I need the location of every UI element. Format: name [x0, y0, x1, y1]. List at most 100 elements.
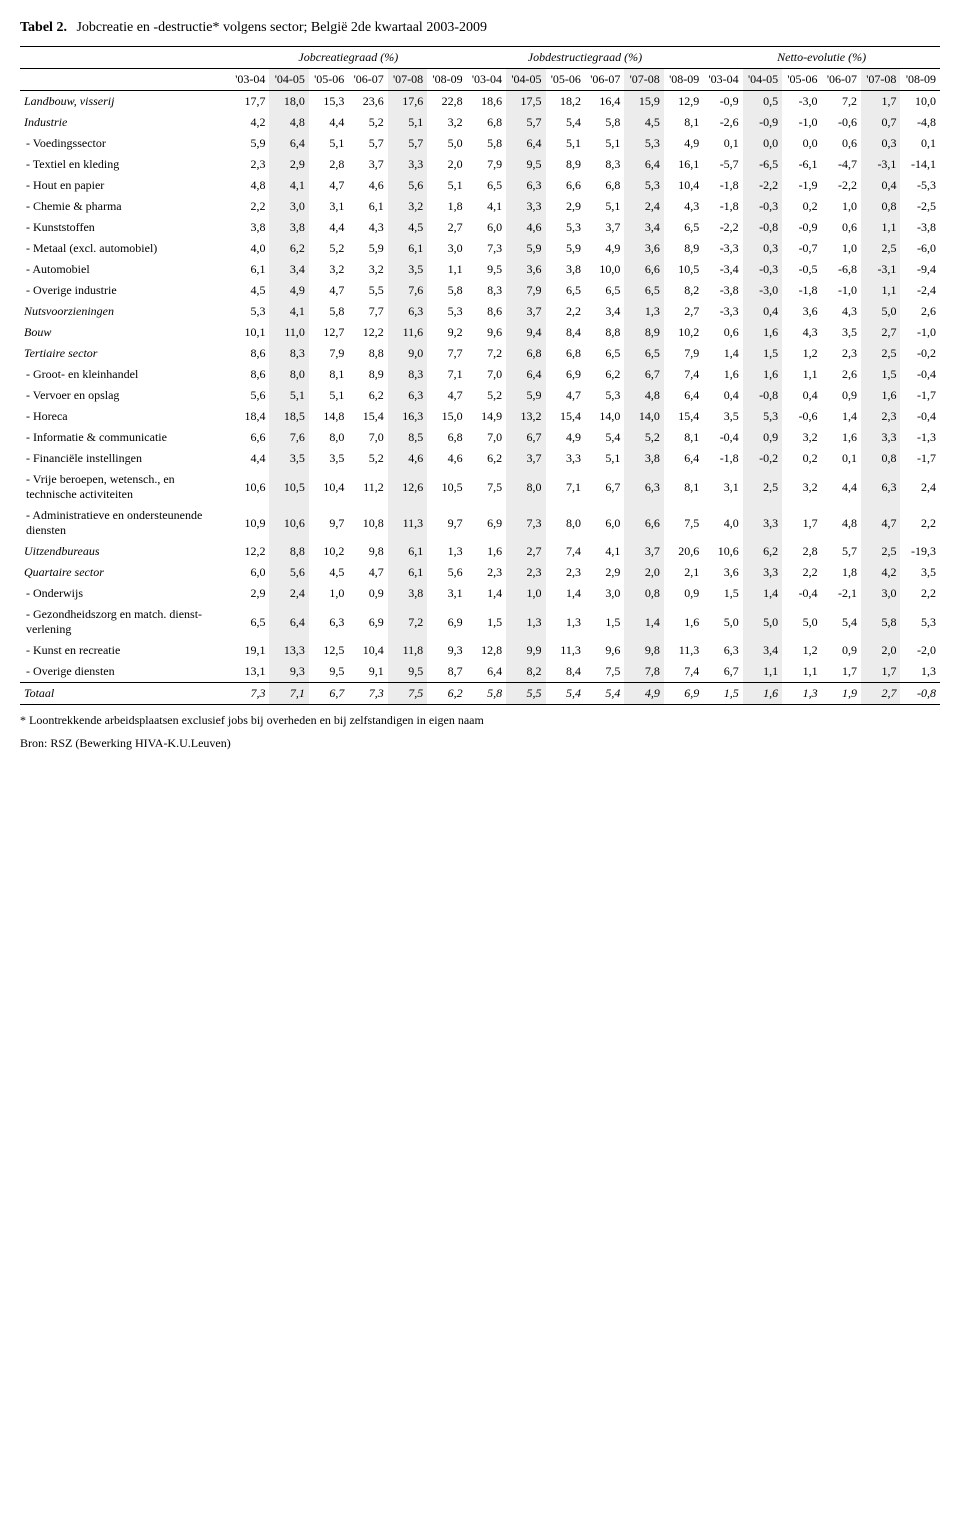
cell: 5,9	[546, 238, 585, 259]
cell: 7,1	[269, 683, 308, 705]
cell: 8,9	[546, 154, 585, 175]
cell: 2,9	[269, 154, 308, 175]
cell: 4,3	[348, 217, 387, 238]
row-label: - Administratieve en ondersteunende dien…	[20, 505, 230, 541]
cell: 9,5	[467, 259, 506, 280]
year-header: '03-04	[230, 69, 269, 91]
cell: 1,6	[822, 427, 861, 448]
cell: 8,6	[230, 343, 269, 364]
cell: 6,7	[585, 469, 624, 505]
cell: 15,3	[309, 91, 348, 113]
cell: 4,3	[664, 196, 703, 217]
cell: 4,9	[585, 238, 624, 259]
cell: -1,8	[703, 175, 742, 196]
cell: 5,6	[388, 175, 427, 196]
row-label: - Voedingssector	[20, 133, 230, 154]
cell: 4,8	[269, 112, 308, 133]
cell: -0,8	[743, 385, 782, 406]
cell: 3,3	[388, 154, 427, 175]
cell: 2,3	[506, 562, 545, 583]
cell: 6,0	[585, 505, 624, 541]
cell: 0,9	[822, 385, 861, 406]
cell: 0,4	[861, 175, 900, 196]
cell: 8,6	[467, 301, 506, 322]
cell: 5,1	[546, 133, 585, 154]
cell: 2,3	[230, 154, 269, 175]
cell: 4,1	[467, 196, 506, 217]
cell: 7,1	[546, 469, 585, 505]
cell: 6,4	[269, 604, 308, 640]
cell: 6,3	[861, 469, 900, 505]
cell: 1,0	[506, 583, 545, 604]
cell: 6,9	[664, 683, 703, 705]
cell: 5,7	[506, 112, 545, 133]
cell: 1,7	[861, 91, 900, 113]
cell: 3,2	[427, 112, 466, 133]
cell: 18,0	[269, 91, 308, 113]
cell: 5,8	[309, 301, 348, 322]
cell: 5,0	[861, 301, 900, 322]
cell: 5,7	[348, 133, 387, 154]
cell: 5,0	[427, 133, 466, 154]
cell: 5,9	[506, 238, 545, 259]
cell: 7,5	[467, 469, 506, 505]
cell: 1,7	[782, 505, 821, 541]
cell: 5,1	[388, 112, 427, 133]
cell: 5,4	[546, 112, 585, 133]
cell: 1,5	[861, 364, 900, 385]
cell: 5,1	[585, 133, 624, 154]
cell: 0,1	[900, 133, 940, 154]
cell: 6,5	[664, 217, 703, 238]
cell: 3,5	[822, 322, 861, 343]
cell: 3,0	[269, 196, 308, 217]
cell: 2,1	[664, 562, 703, 583]
cell: 3,6	[506, 259, 545, 280]
cell: -1,8	[703, 196, 742, 217]
cell: 0,2	[782, 196, 821, 217]
cell: 4,4	[309, 112, 348, 133]
year-header: '08-09	[427, 69, 466, 91]
cell: 8,1	[664, 427, 703, 448]
cell: 1,3	[427, 541, 466, 562]
row-label: Landbouw, visserij	[20, 91, 230, 113]
cell: 5,4	[546, 683, 585, 705]
cell: 7,6	[269, 427, 308, 448]
row-label: - Vervoer en opslag	[20, 385, 230, 406]
cell: 6,4	[664, 385, 703, 406]
cell: 2,2	[782, 562, 821, 583]
cell: 4,5	[388, 217, 427, 238]
cell: 6,6	[624, 505, 663, 541]
cell: 4,7	[546, 385, 585, 406]
cell: 5,1	[585, 448, 624, 469]
cell: 7,1	[427, 364, 466, 385]
cell: 5,8	[427, 280, 466, 301]
cell: -4,8	[900, 112, 940, 133]
cell: -2,2	[822, 175, 861, 196]
cell: 3,3	[743, 562, 782, 583]
cell: -0,4	[900, 364, 940, 385]
cell: 6,5	[624, 280, 663, 301]
cell: 2,8	[309, 154, 348, 175]
cell: 7,4	[664, 364, 703, 385]
cell: 10,6	[230, 469, 269, 505]
cell: 6,8	[506, 343, 545, 364]
cell: 1,6	[467, 541, 506, 562]
group-header: Jobdestructiegraad (%)	[467, 47, 704, 69]
cell: 8,8	[269, 541, 308, 562]
group-header: Jobcreatiegraad (%)	[230, 47, 467, 69]
cell: 6,5	[585, 280, 624, 301]
cell: 9,2	[427, 322, 466, 343]
cell: 15,4	[348, 406, 387, 427]
cell: 0,8	[624, 583, 663, 604]
cell: 8,4	[546, 661, 585, 683]
cell: 7,3	[230, 683, 269, 705]
cell: 3,2	[782, 427, 821, 448]
cell: 1,0	[309, 583, 348, 604]
row-label: Nutsvoorzieningen	[20, 301, 230, 322]
table-row: - Overige industrie4,54,94,75,57,65,88,3…	[20, 280, 940, 301]
cell: 4,9	[664, 133, 703, 154]
cell: 13,3	[269, 640, 308, 661]
cell: 5,2	[309, 238, 348, 259]
cell: 4,9	[546, 427, 585, 448]
cell: 4,8	[822, 505, 861, 541]
